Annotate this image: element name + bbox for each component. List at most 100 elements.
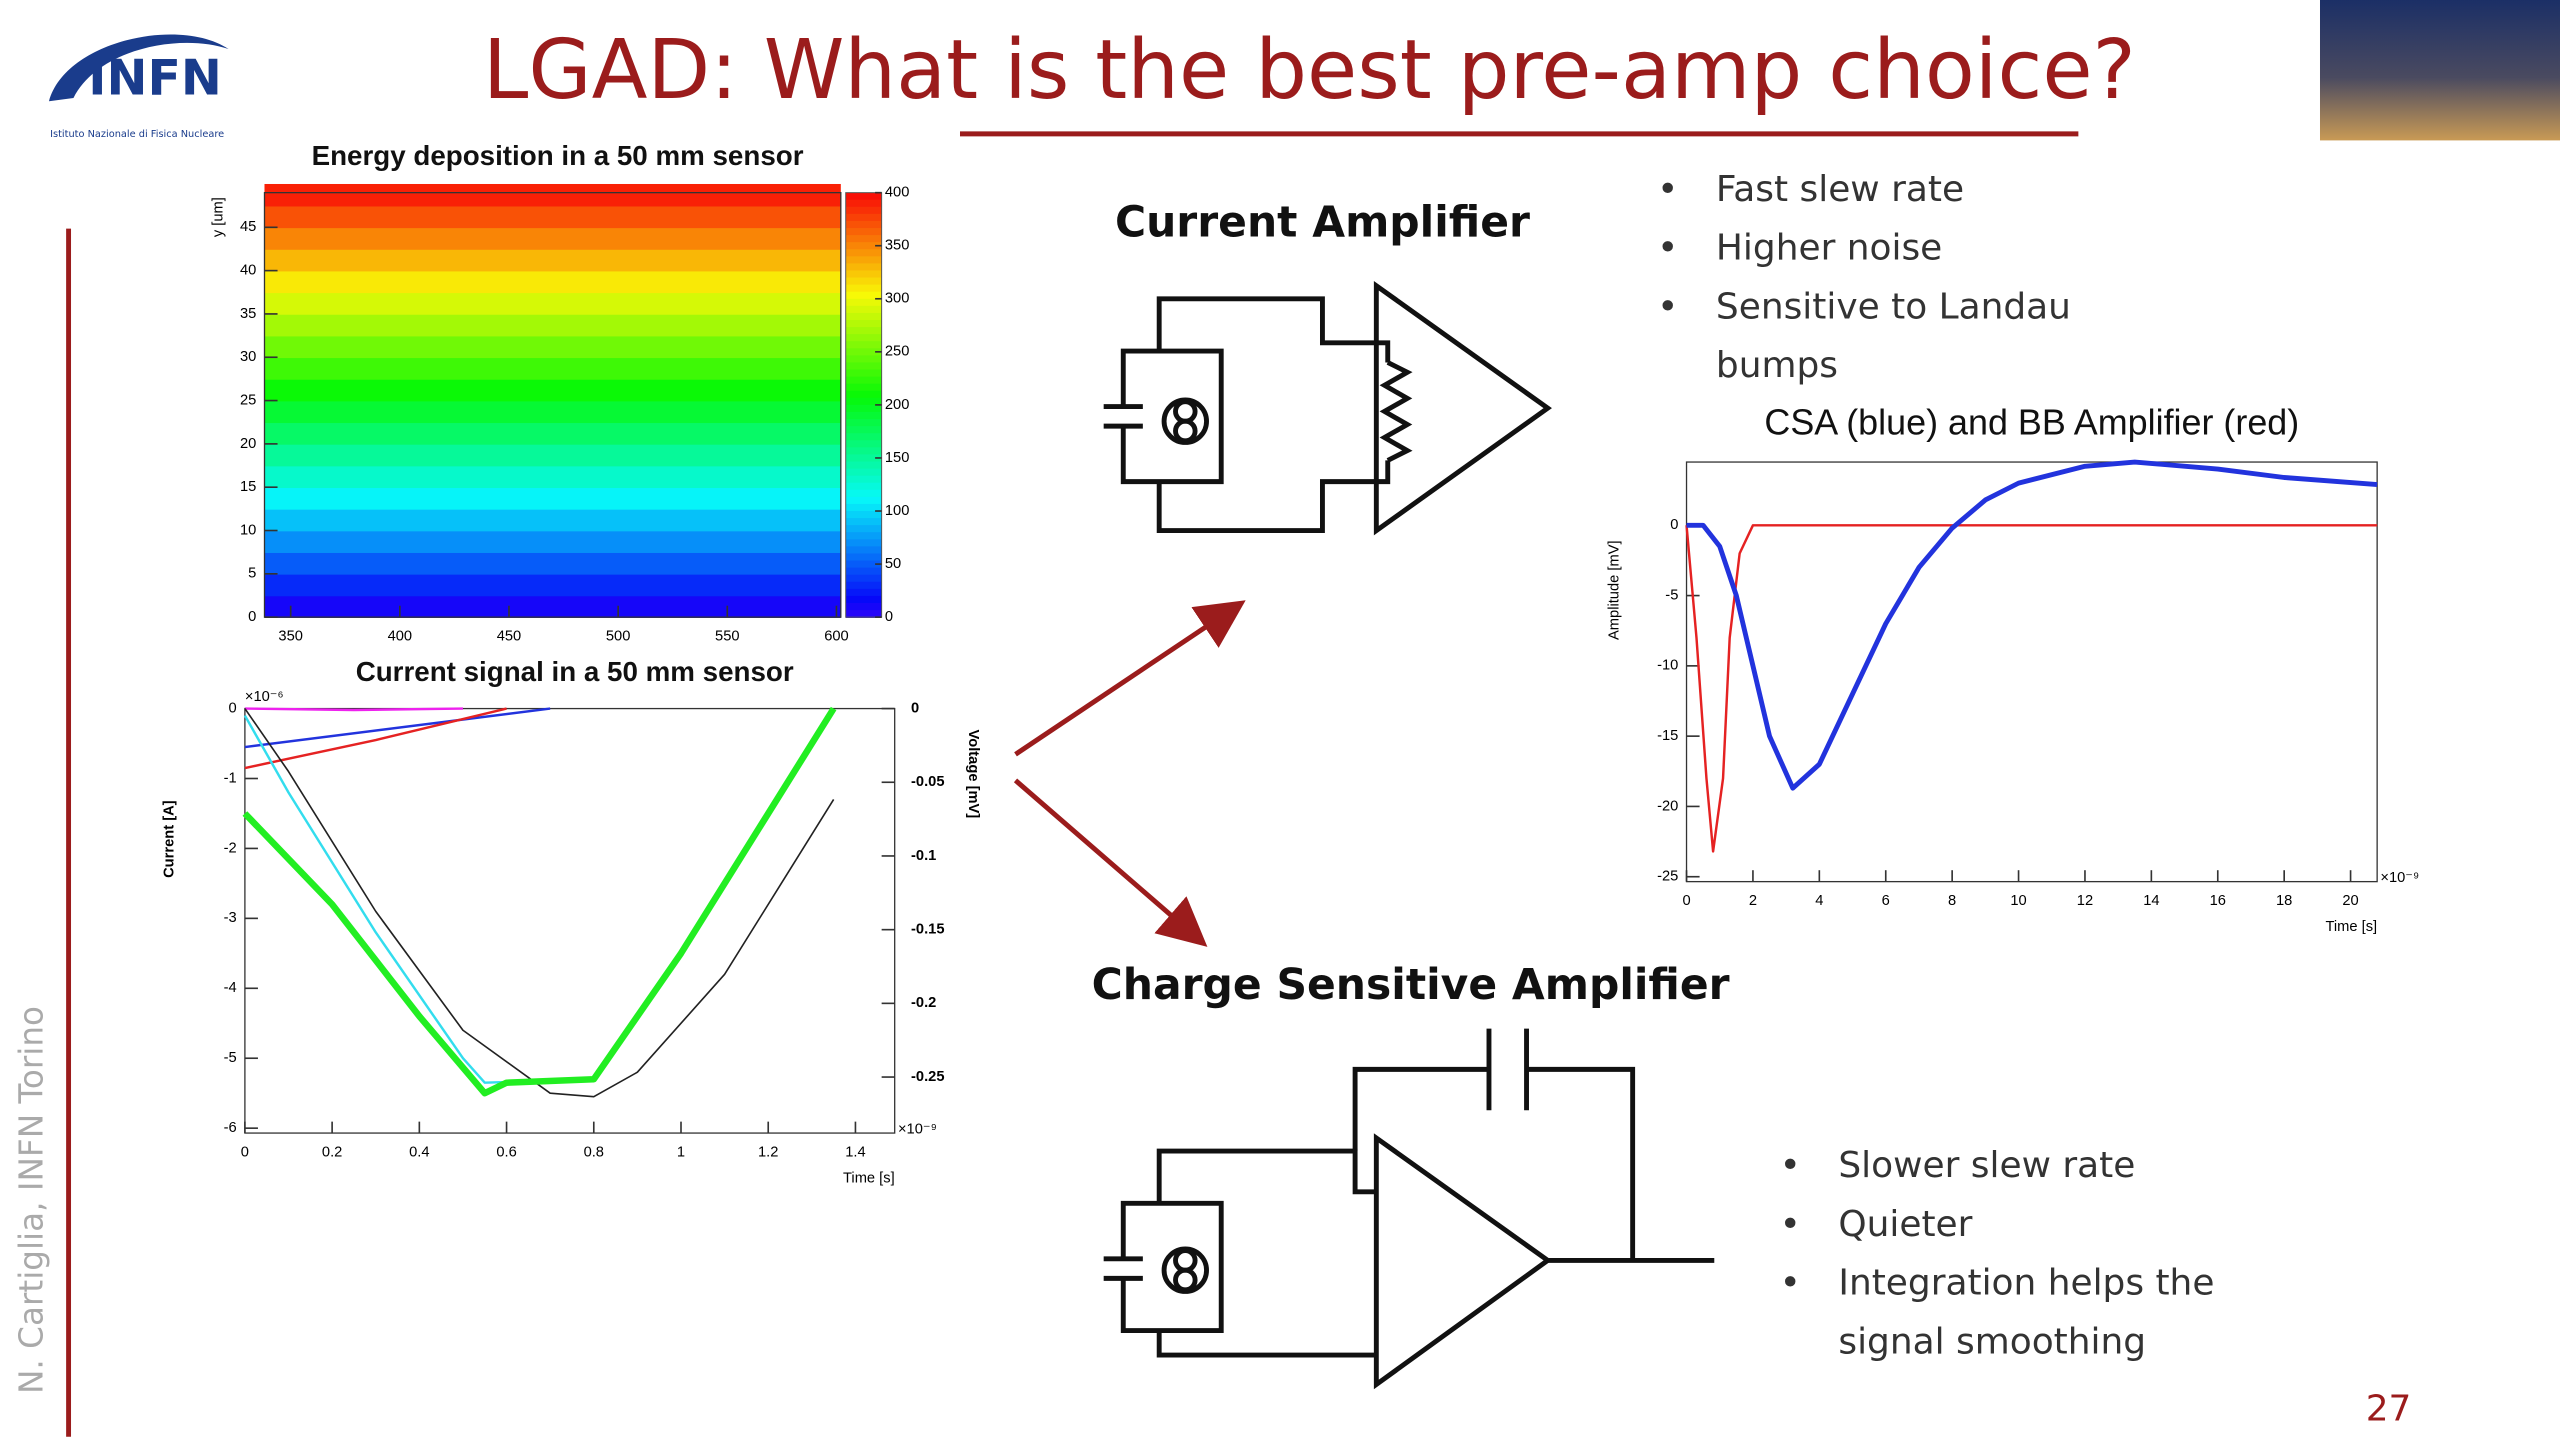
colorbar-step xyxy=(845,454,882,463)
colorbar-step xyxy=(845,228,882,236)
arrow xyxy=(1013,778,1208,947)
line-series xyxy=(244,708,835,1098)
colorbar-step xyxy=(845,256,882,265)
colorbar-step xyxy=(845,560,882,569)
x-tick-label: 600 xyxy=(824,629,849,645)
heat-cell xyxy=(264,552,841,575)
colorbar-step xyxy=(845,319,882,328)
colorbar-step xyxy=(845,433,882,442)
chart-title: CSA (blue) and BB Amplifier (red) xyxy=(1764,401,2299,442)
colorbar-step xyxy=(845,390,882,399)
x-tick-label: 1.4 xyxy=(845,1145,865,1161)
colorbar-step xyxy=(845,503,882,512)
heat-cell xyxy=(264,248,841,272)
y-multiplier: ×10⁻⁶ xyxy=(245,689,284,705)
colorbar-step xyxy=(845,489,882,498)
colorbar-tick-label: 0 xyxy=(885,609,893,625)
colorbar-step xyxy=(845,546,882,555)
colorbar-step xyxy=(845,327,882,335)
y-tick-label: 0 xyxy=(248,609,256,625)
x-tick-label: 0.6 xyxy=(496,1145,516,1161)
y-axis-label: y [um] xyxy=(211,197,227,237)
x-tick-label: 6 xyxy=(1882,893,1890,909)
chart-title: Energy deposition in a 50 mm sensor xyxy=(312,140,804,171)
y-tick-label: 40 xyxy=(240,262,256,278)
bullet: Fast slew rate xyxy=(1657,162,2081,221)
colorbar-step xyxy=(845,574,882,583)
line-series xyxy=(242,706,837,1097)
colorbar-tick-label: 150 xyxy=(885,450,910,466)
x-tick-label: 1 xyxy=(677,1145,685,1161)
colorbar-step xyxy=(845,581,882,590)
x-tick-label: 14 xyxy=(2143,893,2159,909)
bullet: Integration helps the signal smoothing xyxy=(1780,1256,2221,1374)
colorbar-step xyxy=(845,397,882,406)
colorbar-step xyxy=(845,411,882,420)
colorbar-tick-label: 50 xyxy=(885,556,901,572)
y-tick-label: -5 xyxy=(1665,587,1678,603)
y-tick-label: 30 xyxy=(240,349,256,365)
x-tick-label: 8 xyxy=(1948,893,1956,909)
y-tick-label: -25 xyxy=(1657,869,1678,885)
y-tick-label: -20 xyxy=(1657,798,1678,814)
current-amp-bullets: Fast slew rate Higher noise Sensitive to… xyxy=(1657,162,2081,397)
colorbar-tick-label: 200 xyxy=(885,397,910,413)
x-tick-label: 2 xyxy=(1749,893,1757,909)
colorbar-step xyxy=(845,206,882,215)
y-tick-label: -5 xyxy=(224,1050,237,1066)
colorbar-step xyxy=(845,461,882,470)
colorbar-step xyxy=(845,291,882,300)
x-tick-label: 400 xyxy=(388,629,413,645)
logo-text: INFN xyxy=(88,50,222,107)
y-tick-label: 10 xyxy=(240,522,256,538)
slide-title: LGAD: What is the best pre-amp choice? xyxy=(483,23,2136,118)
heat-cell xyxy=(264,335,841,359)
colorbar-step xyxy=(845,419,882,427)
y-tick-label: 20 xyxy=(240,436,256,452)
colorbar-tick-label: 350 xyxy=(885,238,910,254)
y-tick-label: -1 xyxy=(224,770,237,786)
plot-frame xyxy=(244,707,896,1134)
x-axis-label: Time [s] xyxy=(2325,919,2377,935)
colorbar-step xyxy=(845,220,882,229)
colorbar-step xyxy=(845,348,882,357)
heat-cell xyxy=(264,508,841,532)
colorbar-step xyxy=(845,518,882,526)
colorbar-tick-label: 100 xyxy=(885,503,910,519)
x-tick-label: 0.8 xyxy=(584,1145,604,1161)
colorbar-step xyxy=(845,369,882,378)
colorbar-step xyxy=(845,355,882,364)
colorbar-step xyxy=(845,482,882,491)
y2-tick-label: -0.2 xyxy=(911,995,936,1011)
x-tick-label: 18 xyxy=(2276,893,2292,909)
current-amp-heading: Current Amplifier xyxy=(1115,199,1530,248)
logo-swoosh xyxy=(48,34,229,102)
csa-heading: Charge Sensitive Amplifier xyxy=(1092,961,1730,1010)
colorbar-step xyxy=(845,383,882,392)
heat-cell xyxy=(264,595,841,618)
colorbar-step xyxy=(845,362,882,371)
x-tick-label: 350 xyxy=(278,629,303,645)
colorbar-step xyxy=(845,404,882,413)
y-tick-label: -4 xyxy=(224,980,237,996)
colorbar-step xyxy=(845,426,882,435)
line-series xyxy=(244,707,463,712)
colorbar-step xyxy=(845,263,882,272)
y-tick-label: -15 xyxy=(1657,728,1678,744)
colorbar-step xyxy=(845,496,882,505)
colorbar-step xyxy=(845,277,882,286)
plot-frame xyxy=(263,191,842,618)
x-tick-label: 0 xyxy=(241,1145,249,1161)
colorbar-step xyxy=(845,298,882,307)
line-series xyxy=(244,707,507,770)
y2-tick-label: 0 xyxy=(911,700,919,716)
colorbar-tick-label: 300 xyxy=(885,291,910,307)
heat-cell xyxy=(264,400,841,424)
heat-cell xyxy=(264,573,841,597)
chart-title: Current signal in a 50 mm sensor xyxy=(356,656,794,687)
x-tick-label: 0.4 xyxy=(409,1145,429,1161)
x-tick-label: 20 xyxy=(2342,893,2358,909)
heat-cell xyxy=(264,465,841,489)
